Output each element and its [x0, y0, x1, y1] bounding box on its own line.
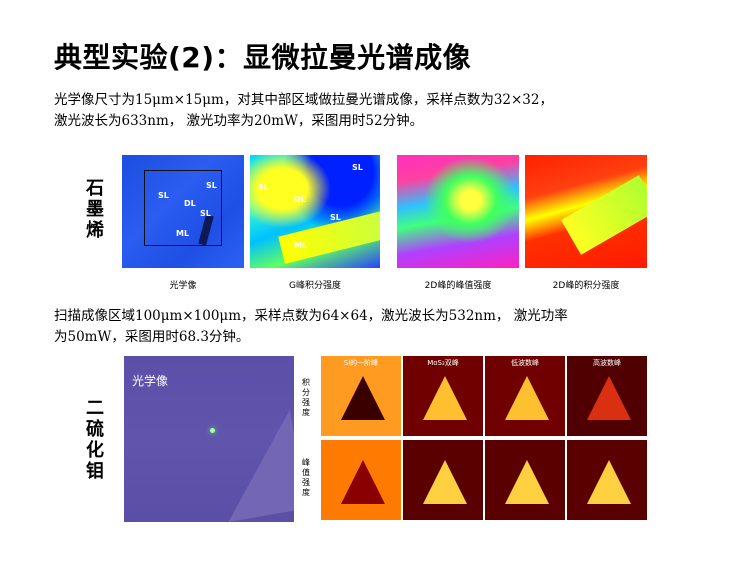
caption-optical: 光学像: [169, 281, 197, 291]
graphene-optical-image: SL SL DL SL ML: [122, 155, 244, 268]
panel-title: 低波数峰: [511, 359, 539, 367]
panel-title: Si的一阶峰: [343, 359, 379, 367]
laser-spot: [210, 428, 215, 433]
graphene-2d-peak-intensity-map: [397, 155, 519, 268]
caption-g-peak: G峰积分强度: [289, 281, 341, 291]
region-label: ML: [294, 241, 308, 250]
panel-title: 高波数峰: [593, 359, 621, 367]
map-high-peak: [567, 440, 647, 520]
scan-region-box: [144, 170, 222, 246]
row-label-peak: 峰 值 强 度: [302, 458, 310, 497]
map-mos2-peak: [403, 440, 483, 520]
region-label: SL: [352, 163, 363, 172]
region-label: DL: [184, 199, 196, 208]
region-label: SL: [206, 181, 217, 190]
graphene-description: 光学像尺寸为15μm×15μm，对其中部区域做拉曼光谱成像，采样点数为32×32…: [54, 90, 553, 132]
map-low-integrated: 低波数峰: [485, 356, 565, 436]
optical-image-label: 光学像: [132, 374, 169, 388]
graphene-2d-integrated-map: [525, 155, 647, 268]
map-feature: [561, 175, 647, 255]
caption-2d-integrated: 2D峰的积分强度: [552, 281, 620, 291]
region-label: SL: [258, 183, 269, 192]
map-si-integrated: Si的一阶峰: [321, 356, 401, 436]
graphene-description-line1: 光学像尺寸为15μm×15μm，对其中部区域做拉曼光谱成像，采样点数为32×32…: [54, 92, 553, 108]
page-title: 典型实验(2)：显微拉曼光谱成像: [54, 41, 472, 74]
graphene-g-peak-map: SL SL DL SL ML: [250, 155, 380, 268]
graphene-description-line2: 激光波长为633nm， 激光功率为20mW，采图用时52分钟。: [54, 113, 424, 129]
region-label: SL: [158, 191, 169, 200]
mos2-description-line2: 为50mW，采图用时68.3分钟。: [54, 329, 250, 345]
flake-triangle: [210, 409, 294, 522]
map-high-integrated: 高波数峰: [567, 356, 647, 436]
row-label-integrated: 积 分 强 度: [302, 378, 310, 417]
region-label: SL: [330, 213, 341, 222]
map-si-peak: [321, 440, 401, 520]
region-label: SL: [200, 209, 211, 218]
panel-title: MoS₂双峰: [427, 359, 459, 367]
mos2-optical-image: 光学像: [124, 356, 294, 522]
region-label: DL: [294, 195, 306, 204]
mos2-description-line1: 扫描成像区域100μm×100μm，采样点数为64×64，激光波长为532nm，…: [54, 308, 568, 324]
mos2-description: 扫描成像区域100μm×100μm，采样点数为64×64，激光波长为532nm，…: [54, 306, 568, 348]
map-low-peak: [485, 440, 565, 520]
mos2-side-label: 二 硫 化 钼: [86, 398, 104, 482]
graphene-side-label: 石 墨 烯: [86, 178, 104, 241]
region-label: ML: [176, 229, 190, 238]
map-mos2-integrated: MoS₂双峰: [403, 356, 483, 436]
caption-2d-peak: 2D峰的峰值强度: [424, 281, 492, 291]
